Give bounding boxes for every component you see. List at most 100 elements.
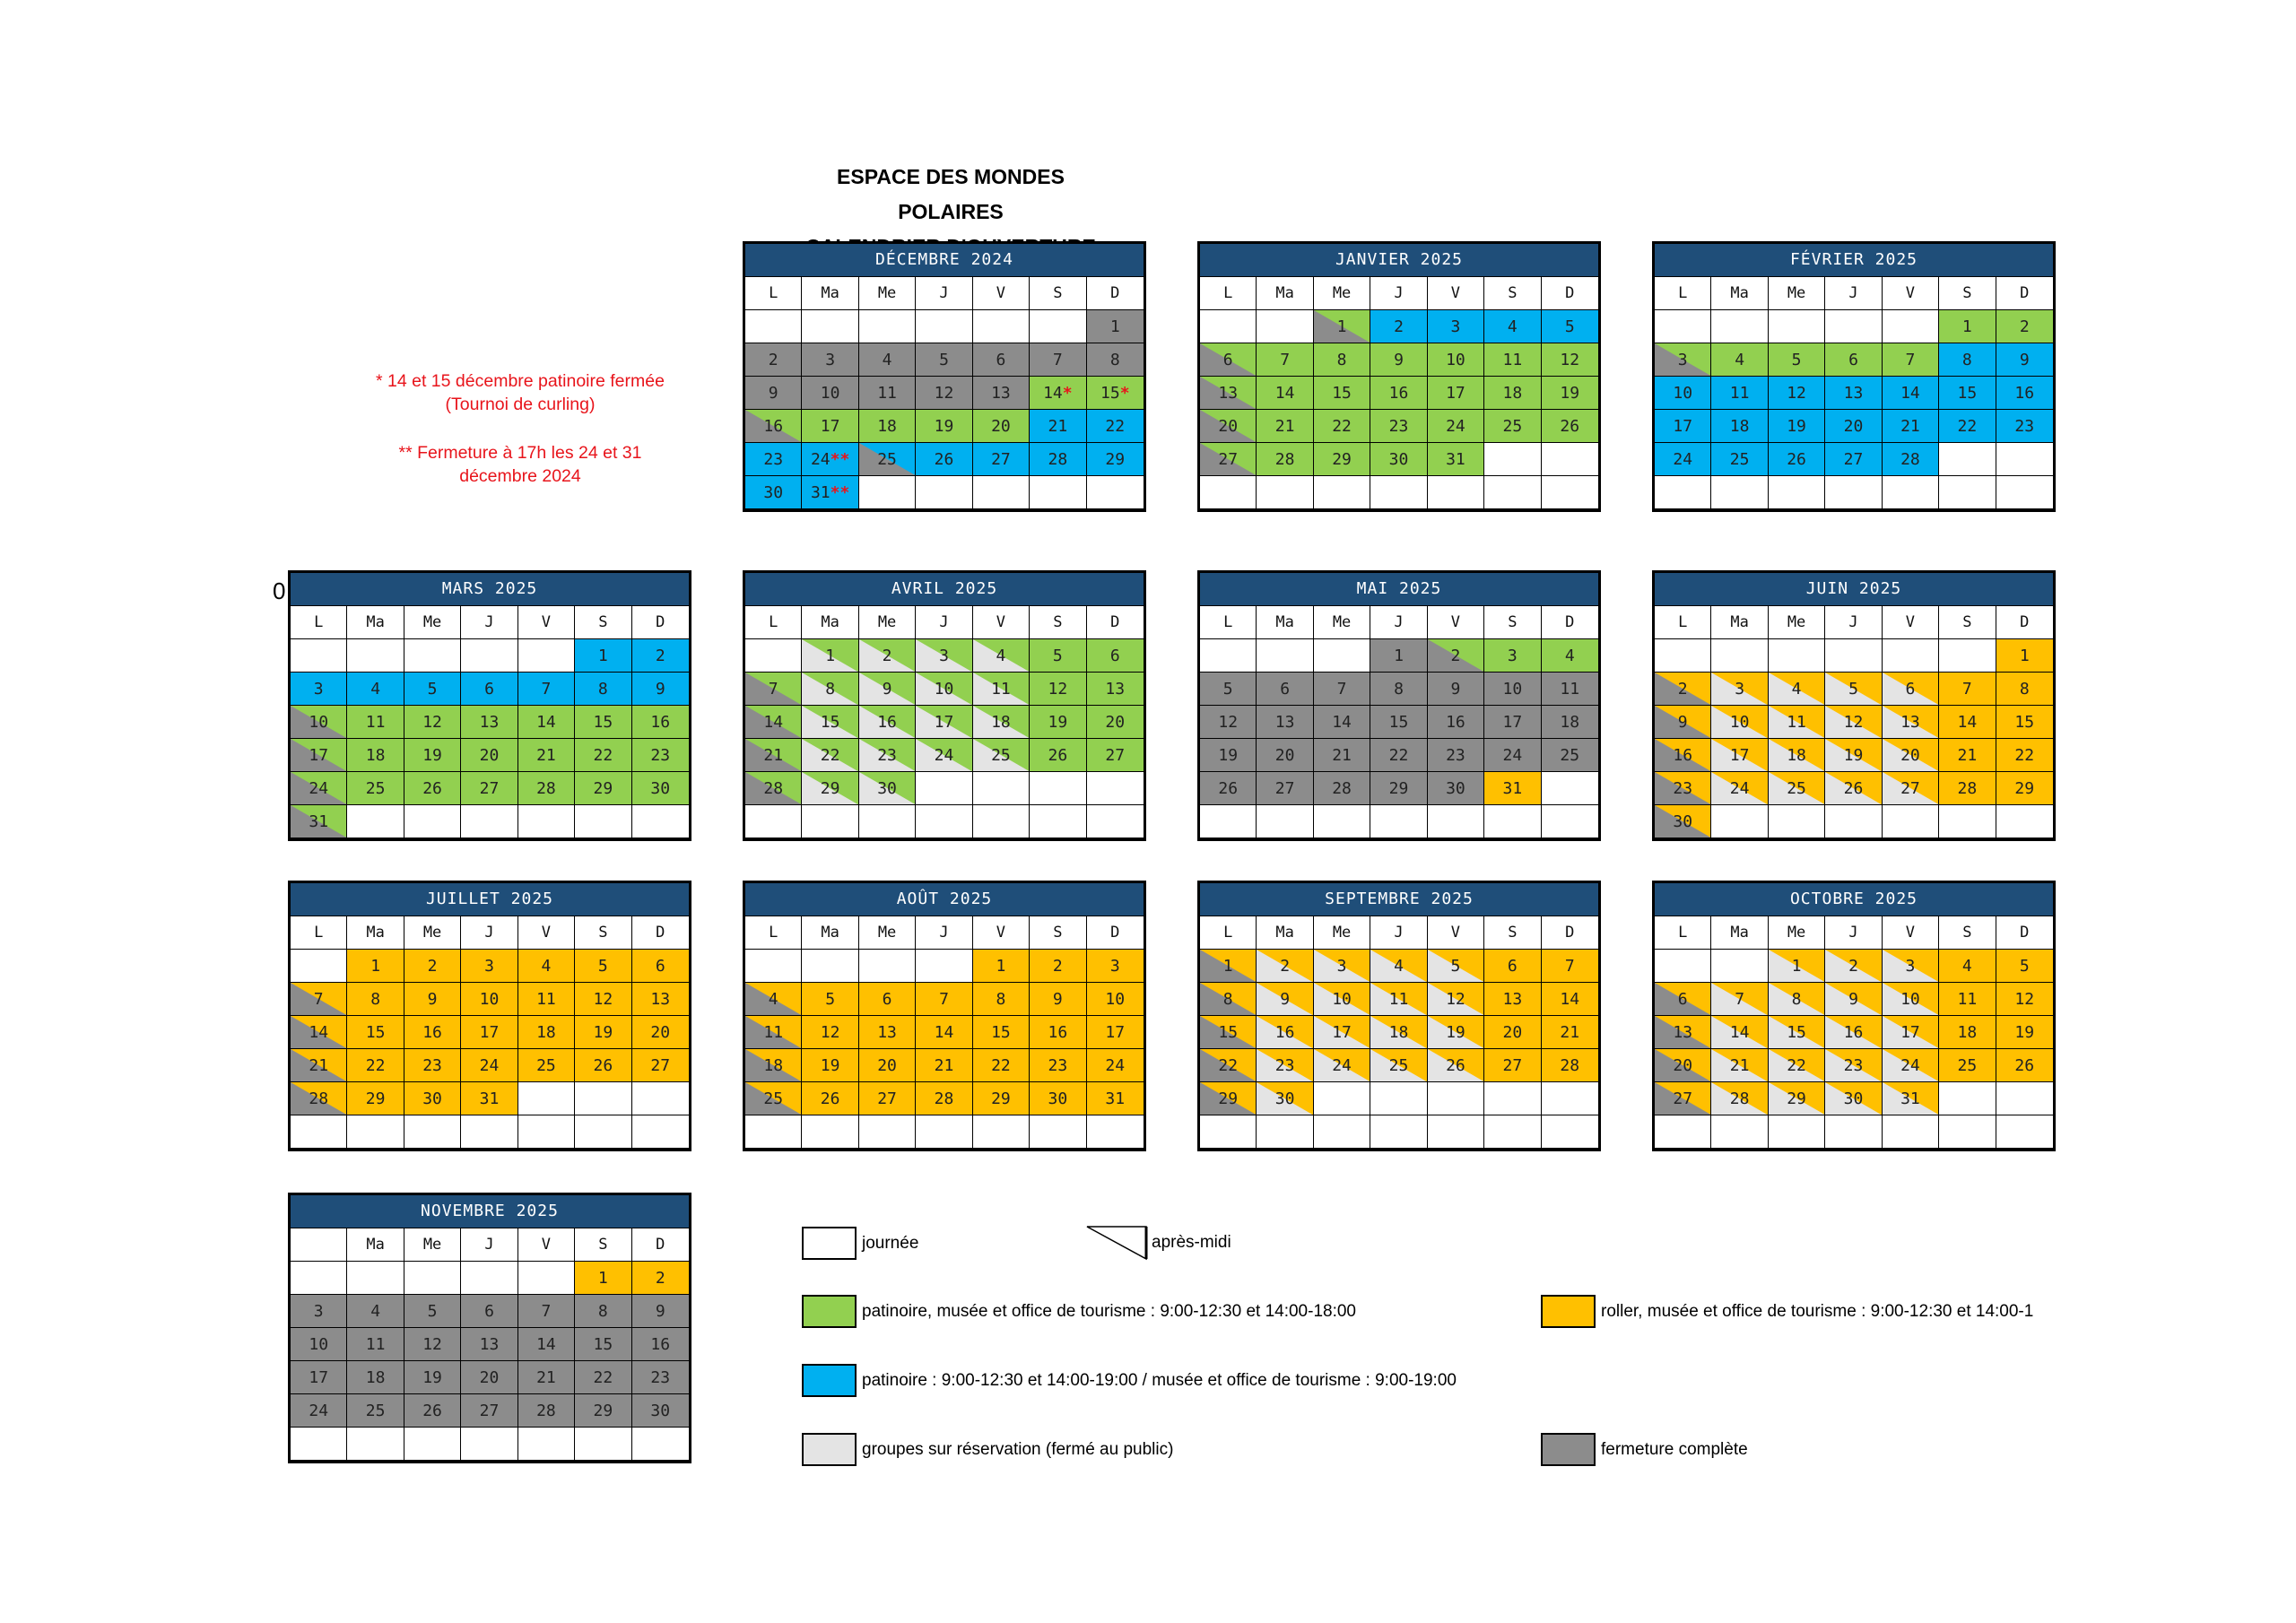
day-number: 25 — [1502, 416, 1523, 436]
weekday-header: Me — [1768, 606, 1826, 639]
day-cell: 22 — [575, 1361, 632, 1394]
day-number: 29 — [1332, 449, 1352, 469]
day-number: 12 — [820, 1022, 840, 1042]
day-cell: 1 — [1370, 639, 1428, 673]
day-number: 14 — [536, 1334, 556, 1354]
day-cell: 21 — [517, 739, 576, 772]
day-cell: 25 — [1768, 772, 1826, 805]
note-closing-line-1: ** Fermeture à 17h les 24 et 31 — [398, 443, 642, 463]
day-cell: 11 — [1768, 706, 1826, 739]
day-cell: 5 — [1030, 639, 1087, 673]
day-number: 18 — [763, 1055, 784, 1075]
day-cell: 27 — [1655, 1082, 1712, 1115]
day-cell: 29 — [347, 1082, 404, 1115]
day-number: 20 — [1673, 1055, 1693, 1075]
empty-cell — [1882, 1115, 1940, 1149]
day-number: 9 — [1394, 350, 1404, 369]
morning-half — [1882, 673, 1939, 705]
day-cell: 22 — [972, 1049, 1031, 1082]
empty-cell — [1484, 1082, 1542, 1115]
day-number: 7 — [1905, 350, 1916, 369]
day-number: 24 — [479, 1055, 500, 1075]
day-number: 27 — [877, 1089, 897, 1108]
empty-cell — [461, 1428, 518, 1461]
day-cell: 21 — [1257, 410, 1314, 443]
empty-cell — [1939, 1082, 1996, 1115]
day-cell: 25 — [1711, 443, 1769, 476]
day-cell: 29 — [1086, 443, 1144, 476]
day-number: 23 — [1274, 1055, 1295, 1075]
weekday-header: S — [575, 1228, 632, 1262]
day-number: 26 — [820, 1089, 840, 1108]
morning-half — [1882, 950, 1939, 982]
empty-cell — [291, 1262, 348, 1295]
day-cell: 31 — [1427, 443, 1485, 476]
day-number: 30 — [1843, 1089, 1864, 1108]
empty-cell — [1257, 639, 1314, 673]
day-number: 28 — [536, 778, 556, 798]
day-number: 14 — [1729, 1022, 1750, 1042]
day-cell: 13 — [461, 1328, 518, 1361]
day-number: 14 — [1957, 712, 1978, 732]
morning-half — [1882, 772, 1939, 804]
morning-half — [745, 739, 802, 771]
empty-cell — [802, 950, 859, 983]
morning-half — [858, 772, 916, 804]
weekday-header: L — [1200, 916, 1257, 950]
weekday-header: D — [1086, 277, 1144, 310]
empty-cell — [972, 772, 1031, 805]
day-number: 30 — [650, 778, 671, 798]
day-cell: 13 — [1086, 673, 1144, 706]
day-number: 25 — [536, 1055, 556, 1075]
day-number: 25 — [1957, 1055, 1978, 1075]
day-cell: 24 — [916, 739, 973, 772]
day-number: 11 — [1388, 989, 1409, 1009]
weekday-header: L — [745, 916, 803, 950]
day-number: 16 — [1673, 745, 1693, 765]
day-cell: 21 — [1939, 739, 1996, 772]
day-cell: 14 — [745, 706, 803, 739]
legend-journee-label: journée — [862, 1233, 919, 1253]
day-cell: 20 — [631, 1016, 689, 1049]
day-number: 7 — [939, 989, 949, 1009]
morning-half — [1655, 739, 1711, 771]
day-number: 9 — [768, 383, 778, 403]
day-number: 23 — [650, 745, 671, 765]
empty-cell — [1541, 1082, 1598, 1115]
empty-cell — [1939, 443, 1996, 476]
weekday-header: V — [1882, 916, 1940, 950]
day-number: 11 — [763, 1022, 784, 1042]
day-number: 26 — [1787, 449, 1806, 469]
day-number: 16 — [1446, 712, 1465, 732]
day-number: 23 — [1048, 1055, 1068, 1075]
day-number: 27 — [1900, 778, 1920, 798]
morning-half — [1825, 673, 1882, 705]
day-cell: 7 — [1257, 343, 1314, 377]
day-number: 23 — [1388, 416, 1409, 436]
day-cell: 5 — [802, 983, 859, 1016]
weekday-header: V — [1882, 277, 1940, 310]
day-cell: 25 — [1541, 739, 1598, 772]
day-cell: 16 — [1257, 1016, 1314, 1049]
morning-half — [916, 639, 972, 672]
weekday-header: Me — [1313, 606, 1371, 639]
calendar-aout-2025: AOÛT 2025 L Ma Me J V S D 1 2 3 4 5 6 7 8 9 10 11 12 13 14 15 1… — [743, 881, 1146, 1151]
day-number: 3 — [484, 956, 494, 976]
day-number: 26 — [422, 1401, 442, 1420]
day-number: 17 — [1900, 1022, 1920, 1042]
empty-cell — [745, 1115, 803, 1149]
day-cell: 30 — [404, 1082, 462, 1115]
empty-cell — [916, 772, 973, 805]
day-number: 26 — [593, 1055, 613, 1075]
day-cell: 2 — [631, 1262, 689, 1295]
day-cell: 12 — [1427, 983, 1485, 1016]
day-cell: 3 — [916, 639, 973, 673]
day-cell: 16 — [631, 1328, 689, 1361]
day-cell: 5 — [1427, 950, 1485, 983]
day-cell: 21 — [1030, 410, 1087, 443]
day-cell: 30 — [858, 772, 917, 805]
day-number: 12 — [1048, 679, 1068, 699]
day-cell: 18 — [1370, 1016, 1428, 1049]
day-number: 20 — [991, 416, 1011, 436]
day-number: 29 — [820, 778, 840, 798]
